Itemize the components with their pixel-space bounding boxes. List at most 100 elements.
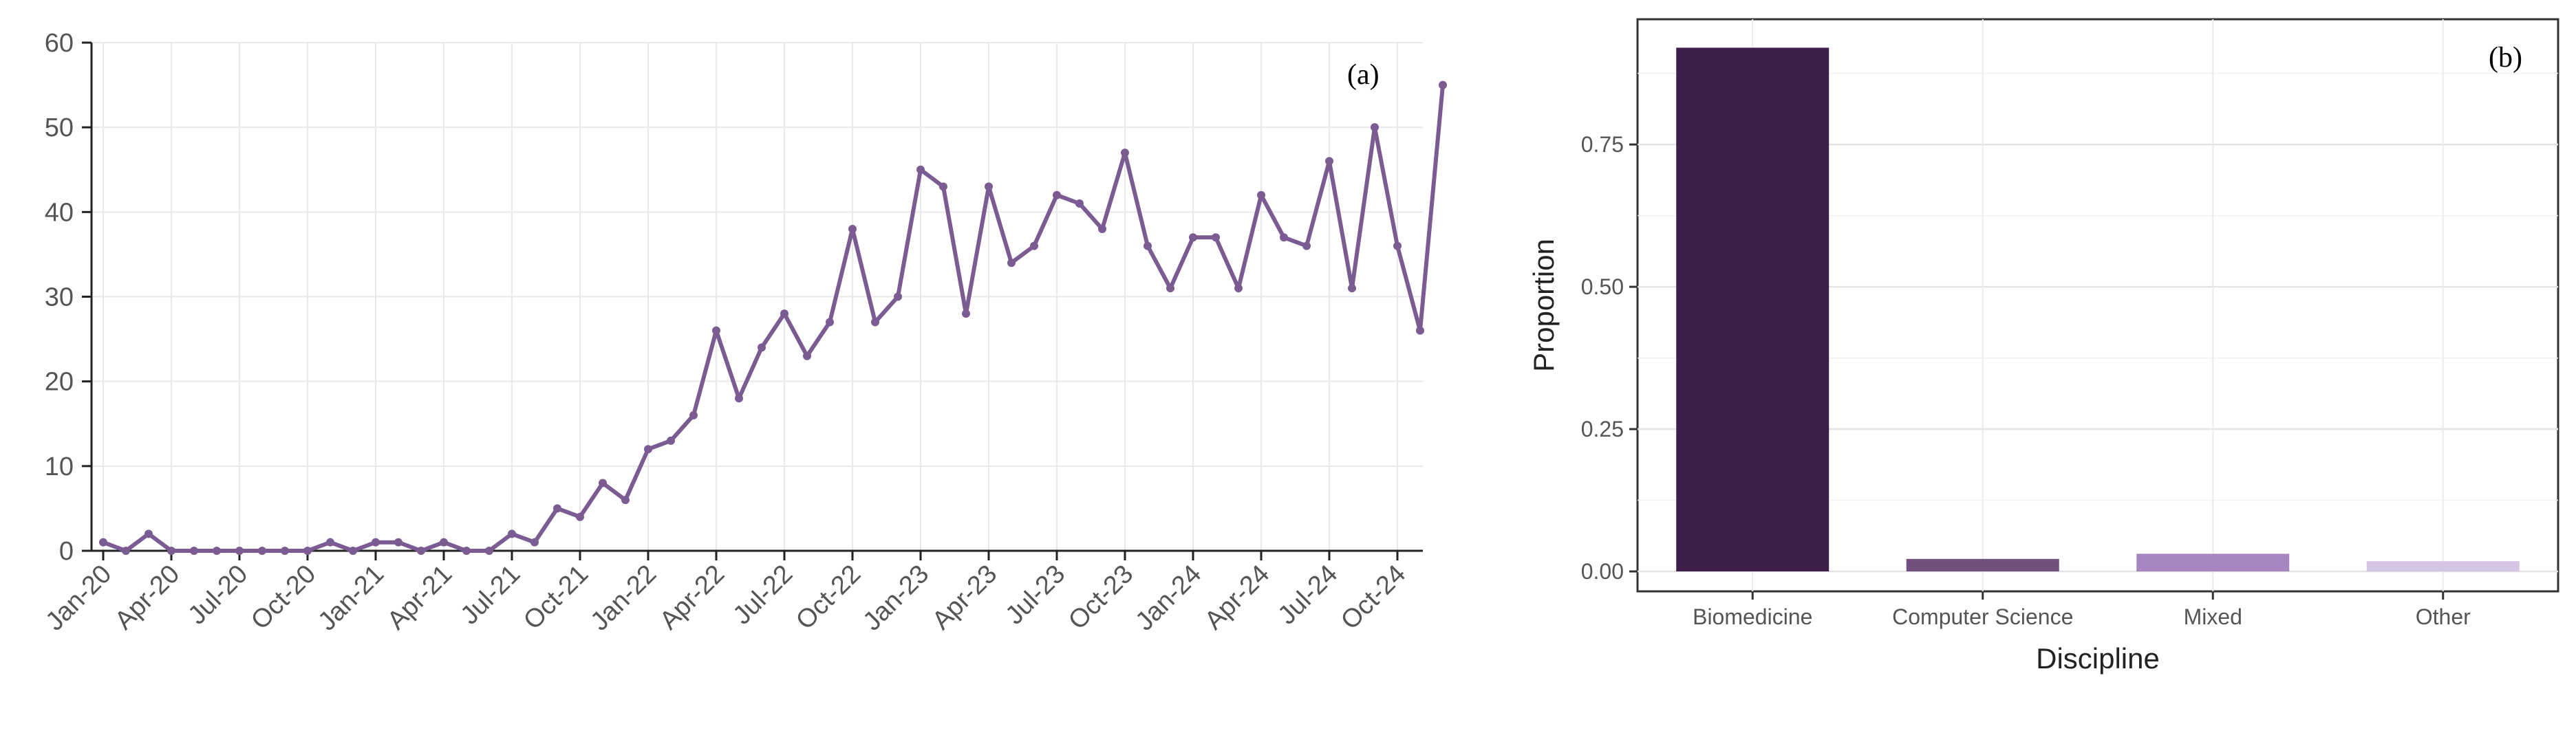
x-tick-label: Apr-20 <box>109 560 185 635</box>
data-point <box>735 394 743 403</box>
data-point <box>281 547 289 555</box>
data-point <box>235 547 244 555</box>
x-tick-label: Other <box>2416 604 2471 629</box>
data-point <box>826 318 834 327</box>
bar-chart-panel: 0.00 0.25 0.50 0.75 Biomedicine Computer Sci… <box>1527 18 2559 675</box>
line-chart-y-ticks: 0 10 20 30 40 50 60 <box>45 29 92 566</box>
x-tick-label: Apr-23 <box>927 560 1002 635</box>
x-tick-label: Apr-22 <box>654 560 730 635</box>
x-tick-label: Oct-23 <box>1063 560 1139 635</box>
data-point <box>1439 80 1447 89</box>
y-tick-label: 0.00 <box>1581 559 1624 584</box>
series-points <box>99 80 1447 555</box>
data-point <box>1348 284 1356 293</box>
data-point <box>689 411 698 419</box>
data-point <box>667 436 675 445</box>
data-point <box>848 224 857 233</box>
data-point <box>144 529 153 538</box>
data-point <box>780 309 788 318</box>
bar <box>2136 554 2290 572</box>
bar <box>1906 558 2059 572</box>
data-point <box>99 538 107 547</box>
data-point <box>190 547 198 555</box>
y-tick-label: 10 <box>45 452 74 481</box>
data-point <box>894 292 902 301</box>
data-point <box>1053 190 1061 199</box>
bar <box>2366 561 2520 572</box>
x-tick-label: Biomedicine <box>1693 604 1812 629</box>
y-tick-label: 0.50 <box>1581 274 1624 299</box>
data-point <box>167 547 175 555</box>
data-point <box>213 547 221 555</box>
data-point <box>394 538 402 547</box>
data-point <box>644 445 652 454</box>
series-line <box>102 85 1445 553</box>
x-tick-label: Oct-20 <box>246 560 321 635</box>
data-point <box>349 547 357 555</box>
data-point <box>803 351 811 360</box>
y-tick-label: 40 <box>45 198 74 227</box>
x-tick-label: Jul-23 <box>1000 560 1071 631</box>
y-tick-label: 50 <box>45 113 74 142</box>
line-chart-x-ticks: Jan-20Apr-20Jul-20Oct-20Jan-21Apr-21Jul-… <box>40 551 1411 637</box>
data-point <box>599 479 607 488</box>
x-tick-label: Jan-20 <box>40 560 117 637</box>
data-point <box>1144 241 1152 250</box>
x-tick-label: Jan-21 <box>312 560 389 637</box>
x-tick-label: Oct-21 <box>518 560 594 635</box>
data-point <box>1098 224 1106 233</box>
x-tick-label: Jan-22 <box>585 560 662 637</box>
data-point <box>1280 233 1288 242</box>
data-point <box>326 538 334 547</box>
data-point <box>508 529 516 538</box>
data-point <box>1371 123 1379 132</box>
bar <box>1676 47 1829 572</box>
x-tick-label: Computer Science <box>1892 604 2073 629</box>
bar-chart-y-axis-label: Proportion <box>1527 239 1560 372</box>
data-point <box>303 547 312 555</box>
panel-a-label: (a) <box>1347 59 1380 91</box>
y-tick-label: 0.25 <box>1581 417 1624 441</box>
x-tick-label: Jul-22 <box>727 560 798 631</box>
data-point <box>1007 259 1016 267</box>
x-tick-label: Oct-22 <box>791 560 866 635</box>
bar-chart-bars <box>1676 47 2520 572</box>
x-tick-label: Jul-20 <box>182 560 253 631</box>
data-point <box>939 182 947 191</box>
data-point <box>1030 241 1038 250</box>
data-point <box>1189 233 1197 242</box>
x-tick-label: Oct-24 <box>1335 560 1411 635</box>
y-tick-label: 0 <box>59 537 74 566</box>
data-point <box>758 343 766 352</box>
bar-chart-y-ticks: 0.00 0.25 0.50 0.75 <box>1581 132 1638 584</box>
data-point <box>440 538 448 547</box>
data-point <box>1075 199 1084 208</box>
data-point <box>576 512 584 521</box>
bar-chart-x-ticks: Biomedicine Computer Science Mixed Other <box>1693 591 2471 629</box>
data-point <box>530 538 539 547</box>
x-tick-label: Apr-21 <box>382 560 458 635</box>
data-point <box>553 504 561 513</box>
y-tick-label: 0.75 <box>1581 132 1624 157</box>
data-point <box>417 547 425 555</box>
x-tick-label: Jul-21 <box>455 560 526 631</box>
data-point <box>621 496 630 505</box>
data-point <box>122 547 130 555</box>
panel-b-label: (b) <box>2489 42 2522 74</box>
data-point <box>258 547 266 555</box>
data-point <box>1416 326 1424 335</box>
x-tick-label: Apr-24 <box>1199 560 1275 635</box>
data-point <box>1212 233 1220 242</box>
line-chart-grid <box>92 42 1423 551</box>
x-tick-label: Jan-24 <box>1130 560 1207 637</box>
data-point <box>1121 149 1129 157</box>
data-point <box>985 182 993 191</box>
data-point <box>962 309 970 318</box>
x-tick-label: Mixed <box>2184 604 2242 629</box>
y-tick-label: 30 <box>45 283 74 312</box>
data-point <box>372 538 380 547</box>
data-point <box>1257 190 1265 199</box>
y-tick-label: 20 <box>45 368 74 397</box>
